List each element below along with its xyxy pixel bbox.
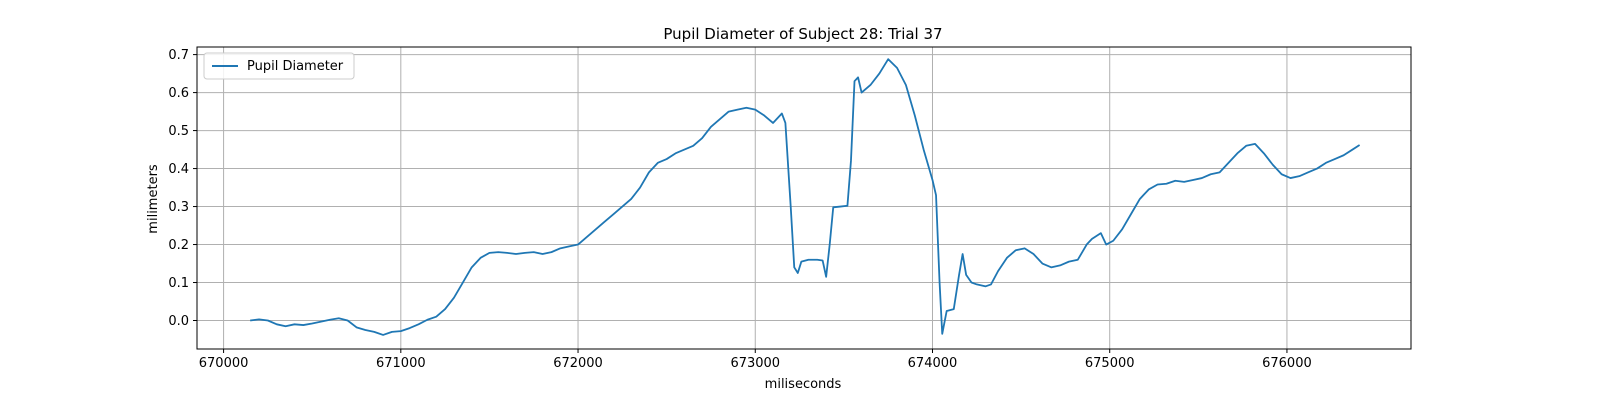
legend-label-pupil-diameter: Pupil Diameter [247,59,344,74]
series-group [250,58,1361,336]
y-tick-label: 0.1 [168,276,189,291]
grid-lines [197,47,1411,349]
x-tick-label: 675000 [1085,356,1135,371]
y-tick-label: 0.6 [168,86,189,101]
x-tick-label: 676000 [1262,356,1312,371]
y-axis: 0.0 0.1 0.2 0.3 0.4 0.5 0.6 0.7 [168,48,197,329]
y-tick-label: 0.3 [168,200,189,215]
series-line-pupil-diameter [250,58,1361,336]
y-axis-label: milimeters [146,164,161,234]
x-axis-label: miliseconds [765,377,842,392]
legend-box [203,52,355,80]
plot-area [197,47,1411,349]
x-tick-label: 673000 [730,356,780,371]
y-tick-label: 0.4 [168,162,189,177]
chart-title: Pupil Diameter of Subject 28: Trial 37 [663,25,942,43]
legend: Pupil Diameter [203,52,355,80]
y-tick-label: 0.0 [168,314,189,329]
plot-frame [196,46,1412,350]
x-tick-label: 674000 [908,356,958,371]
y-tick-label: 0.2 [168,238,189,253]
y-tick-label: 0.7 [168,48,189,63]
y-tick-label: 0.5 [168,124,189,139]
x-tick-label: 670000 [199,356,249,371]
x-axis: 670000 671000 672000 673000 674000 675000 6760… [199,349,1312,371]
x-tick-label: 672000 [553,356,603,371]
x-tick-label: 671000 [376,356,426,371]
